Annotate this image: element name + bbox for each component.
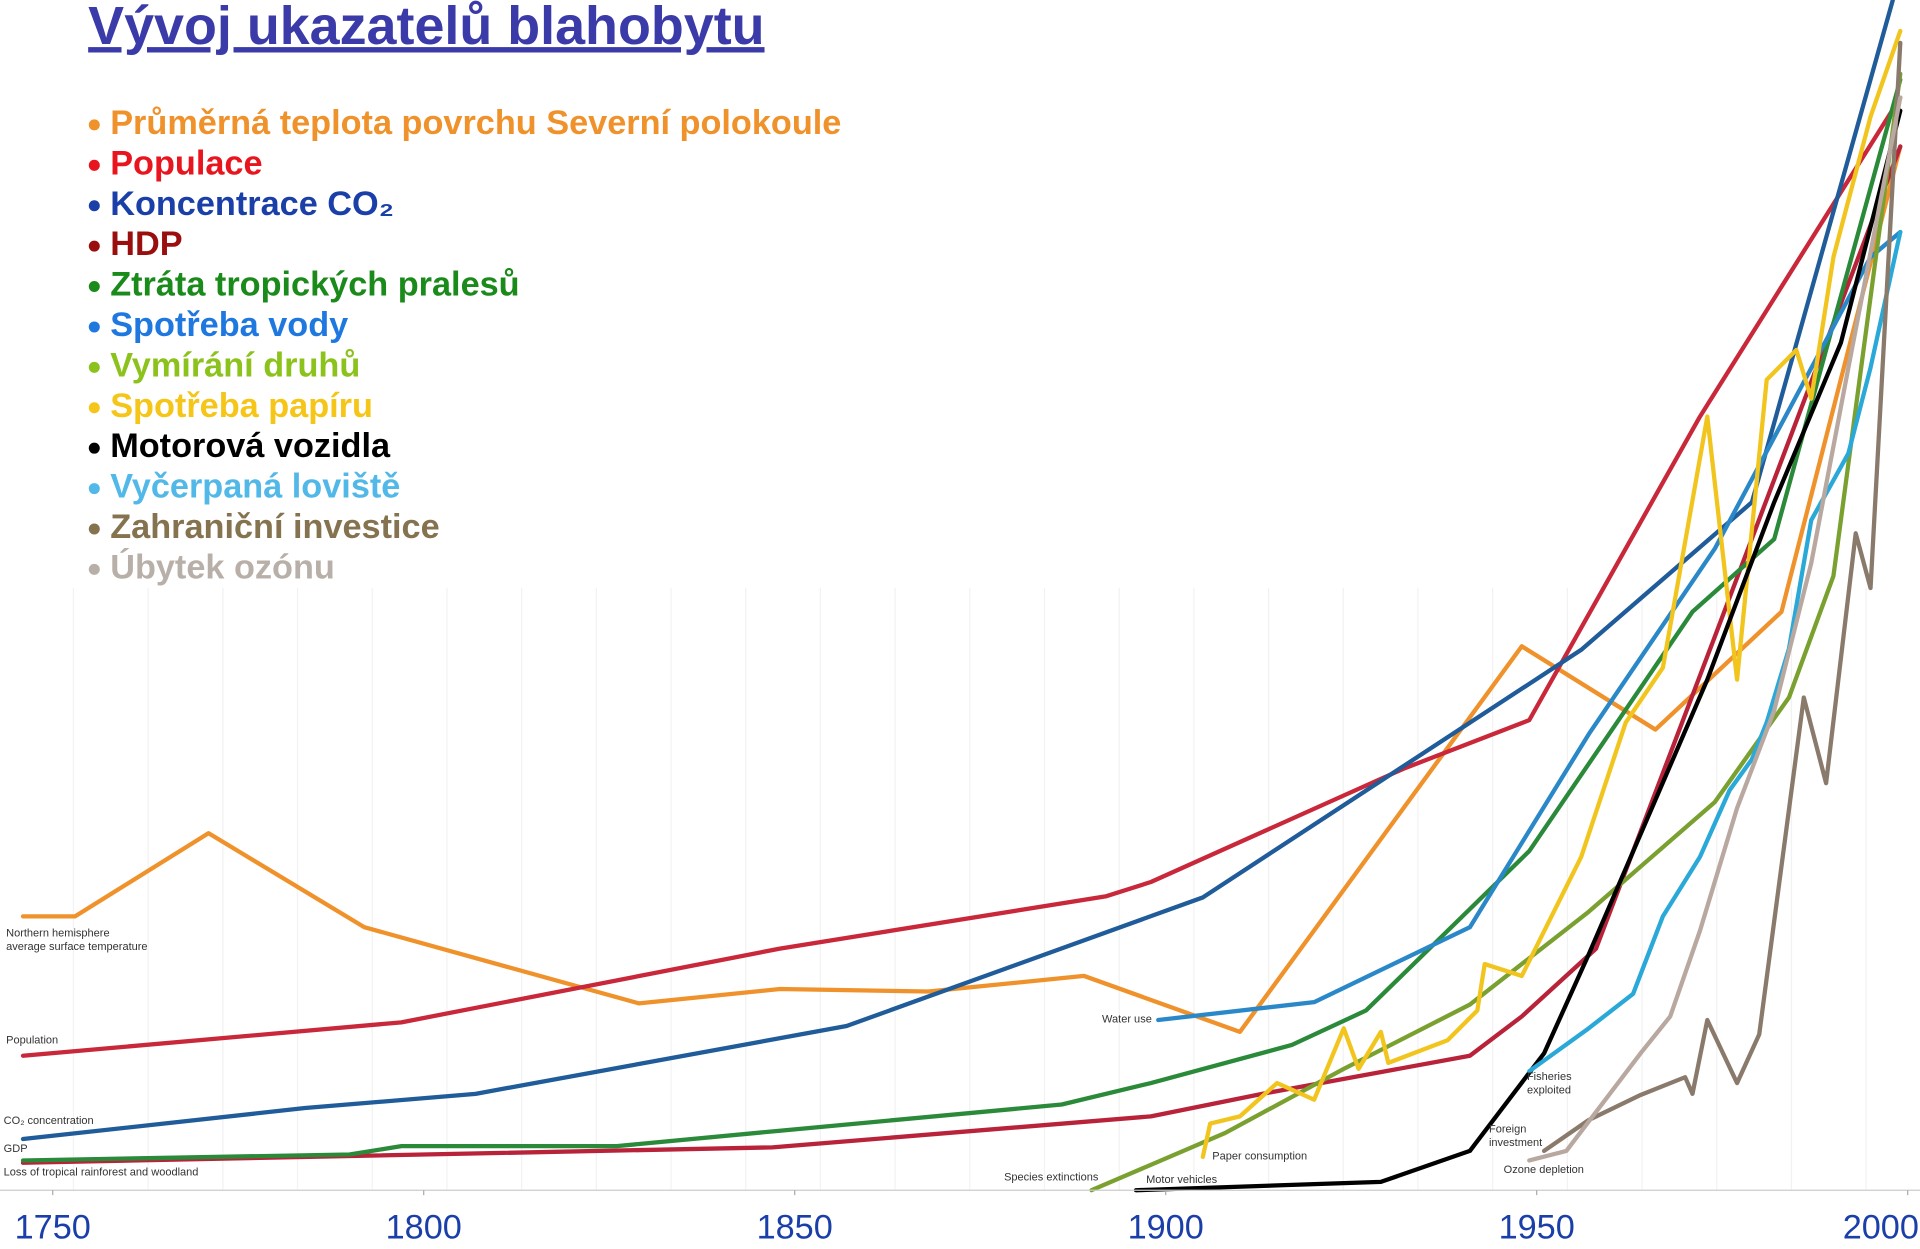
legend-bullet (88, 402, 100, 414)
line-label: Population (6, 1034, 58, 1046)
legend: Průměrná teplota povrchu Severní polokou… (88, 104, 841, 586)
series-line (20, 95, 1903, 1058)
legend-bullet (88, 281, 100, 293)
x-tick-label: 1750 (15, 1208, 91, 1246)
x-axis: 1750 1800 1850 1900 1950 2000 (0, 1189, 1920, 1246)
line-label: CO₂ concentration (4, 1115, 94, 1127)
line-label: Northern hemisphere (6, 928, 109, 940)
legend-label: HDP (110, 225, 182, 263)
series-line (1527, 95, 1903, 1163)
x-tick-label: 1850 (757, 1208, 833, 1246)
legend-label: Motorová vozidla (110, 427, 391, 465)
line-label: GDP (4, 1143, 28, 1155)
x-tick-label: 1800 (386, 1208, 462, 1246)
series-line (20, 77, 1903, 1163)
legend-bullet (88, 361, 100, 373)
legend-label: Zahraniční investice (110, 508, 439, 546)
line-label: Foreign (1489, 1124, 1526, 1136)
background-grid (72, 587, 1867, 1191)
series-line (1089, 71, 1903, 1193)
line-label: Motor vehicles (1146, 1174, 1218, 1186)
legend-bullet (88, 240, 100, 252)
legend-bullet (88, 563, 100, 575)
chart-title: Vývoj ukazatelů blahobytu (88, 0, 764, 56)
legend-bullet (88, 119, 100, 131)
series-line (1527, 229, 1903, 1074)
series-line (1541, 40, 1903, 1154)
series-line (1200, 28, 1903, 1160)
legend-label: Ztráta tropických pralesů (110, 266, 519, 304)
line-label: Loss of tropical rainforest and woodland (4, 1167, 199, 1179)
series-line (20, 0, 1895, 1142)
line-label: Ozone depletion (1504, 1164, 1584, 1176)
series-line (20, 144, 1903, 1165)
legend-label: Spotřeba vody (110, 306, 348, 344)
x-tick-label: 1900 (1128, 1208, 1204, 1246)
legend-label: Koncentrace CO₂ (110, 185, 394, 223)
legend-label: Spotřeba papíru (110, 387, 373, 425)
series-line (1156, 229, 1903, 1023)
x-tick-label: 2000 (1843, 1208, 1919, 1246)
legend-bullet (88, 483, 100, 495)
line-label: Water use (1102, 1013, 1152, 1025)
line-label: Species extinctions (1004, 1171, 1099, 1183)
plot-lines (20, 0, 1903, 1193)
legend-label: Vymírání druhů (110, 346, 360, 384)
legend-bullet (88, 523, 100, 535)
legend-label: Vyčerpaná loviště (110, 468, 400, 506)
legend-bullet (88, 200, 100, 212)
line-label: exploited (1527, 1084, 1571, 1096)
legend-bullet (88, 442, 100, 454)
line-label: investment (1489, 1137, 1542, 1149)
legend-label: Průměrná teplota povrchu Severní polokou… (110, 104, 841, 142)
line-label: average surface temperature (6, 941, 147, 953)
series-line (1133, 108, 1903, 1193)
line-label: Fisheries (1527, 1071, 1572, 1083)
x-tick-label: 1950 (1499, 1208, 1575, 1246)
legend-bullet (88, 159, 100, 171)
series-line (20, 144, 1903, 1035)
legend-bullet (88, 321, 100, 333)
legend-label: Populace (110, 144, 262, 182)
line-label: Paper consumption (1212, 1151, 1307, 1163)
legend-label: Úbytek ozónu (110, 546, 335, 586)
